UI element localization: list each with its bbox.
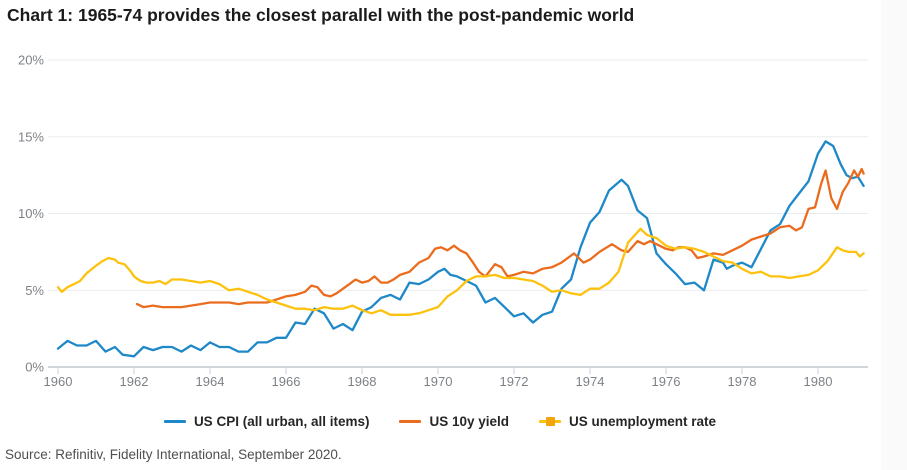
legend: US CPI (all urban, all items) US 10y yie… bbox=[0, 411, 880, 431]
chart-title: Chart 1: 1965-74 provides the closest pa… bbox=[7, 5, 635, 25]
x-tick-label: 1970 bbox=[424, 374, 453, 389]
source-note: Source: Refinitiv, Fidelity Internationa… bbox=[5, 447, 342, 462]
x-tick-label: 1968 bbox=[348, 374, 377, 389]
x-tick-label: 1962 bbox=[120, 374, 149, 389]
x-tick-label: 1978 bbox=[728, 374, 757, 389]
legend-item-us-10y-yield[interactable]: US 10y yield bbox=[399, 414, 509, 429]
legend-line-marker-us-unemployment bbox=[539, 416, 562, 426]
series-line-us-unemployment bbox=[56, 227, 865, 316]
x-tick-label: 1976 bbox=[652, 374, 681, 389]
legend-line-marker-us-10y-yield bbox=[399, 419, 422, 423]
x-tick-label: 1964 bbox=[196, 374, 225, 389]
legend-line-marker-us-cpi bbox=[163, 419, 186, 423]
y-tick-label: 5% bbox=[25, 283, 44, 298]
y-tick-label: 20% bbox=[18, 53, 44, 68]
legend-item-us-cpi[interactable]: US CPI (all urban, all items) bbox=[163, 413, 370, 429]
x-tick-label: 1974 bbox=[576, 374, 605, 389]
x-tick-label: 1980 bbox=[804, 374, 833, 389]
legend-label-us-10y-yield: US 10y yield bbox=[429, 413, 510, 429]
y-tick-label: 0% bbox=[25, 360, 44, 375]
page-gutter bbox=[881, 0, 907, 470]
legend-label-us-cpi: US CPI (all urban, all items) bbox=[193, 413, 370, 429]
x-tick-label: 1960 bbox=[44, 374, 73, 389]
y-tick-label: 15% bbox=[18, 129, 44, 144]
x-tick-label: 1966 bbox=[272, 374, 301, 389]
legend-label-us-unemployment: US unemployment rate bbox=[569, 413, 717, 429]
series-line-us-cpi bbox=[56, 140, 865, 358]
legend-item-us-unemployment[interactable]: US unemployment rate bbox=[539, 414, 716, 429]
legend-square-marker-icon bbox=[545, 416, 555, 426]
x-tick-label: 1972 bbox=[500, 374, 529, 389]
y-tick-label: 10% bbox=[18, 206, 44, 221]
series-line-us-10y-yield bbox=[135, 167, 865, 309]
